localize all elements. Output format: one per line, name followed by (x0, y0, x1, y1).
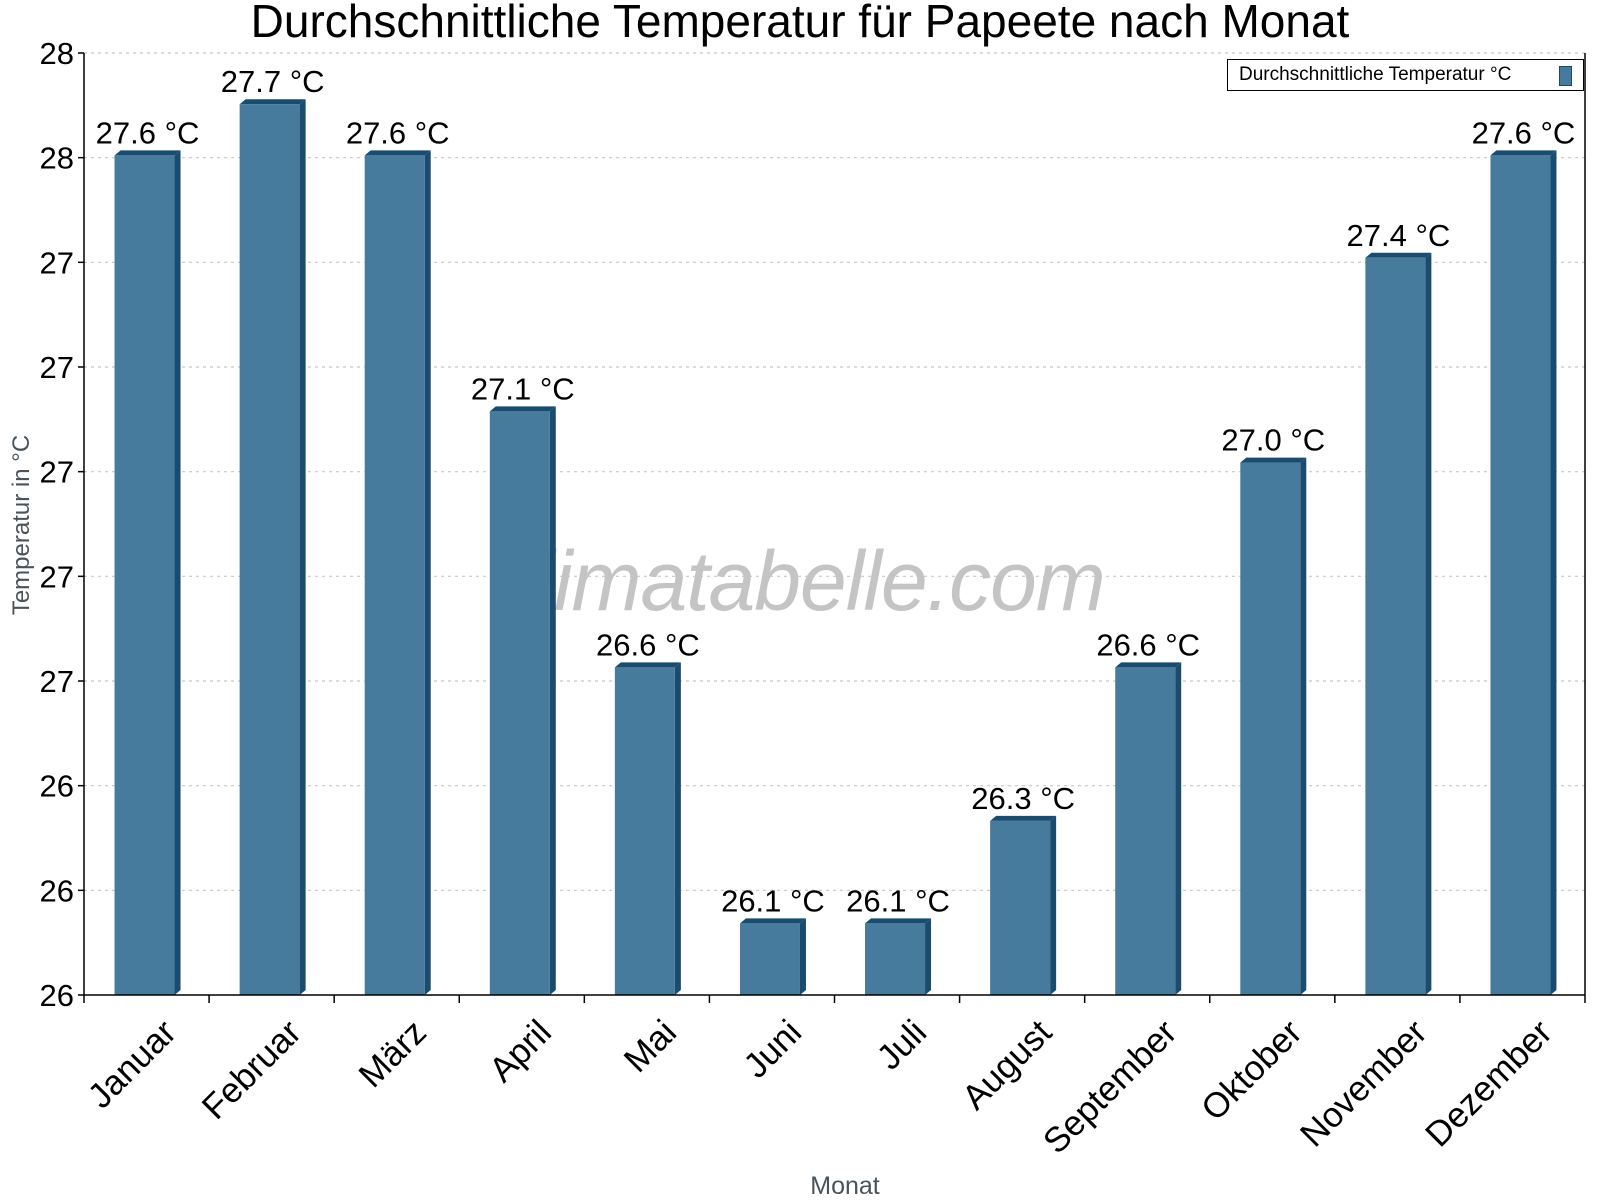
bar-value-label: 26.1 °C (846, 883, 950, 918)
x-tick-label: April (482, 1013, 559, 1090)
bar: 27.0 °C (1221, 423, 1325, 996)
bar-face (239, 104, 300, 995)
bar-top (739, 918, 806, 924)
bar-top (865, 918, 932, 924)
bar-side (1300, 457, 1307, 996)
x-tick-label: März (351, 1013, 434, 1096)
bar-side (1550, 150, 1557, 996)
bar-side (674, 662, 681, 995)
bar-face (1365, 257, 1426, 996)
bar-value-label: 27.0 °C (1221, 423, 1325, 458)
bar-value-label: 26.1 °C (721, 883, 825, 918)
bar-face (1115, 667, 1176, 995)
bar-value-label: 26.3 °C (971, 781, 1075, 816)
legend-swatch (1559, 66, 1572, 86)
bar: 27.6 °C (96, 115, 200, 996)
bar-value-label: 27.6 °C (96, 115, 200, 150)
bar-side (1175, 662, 1182, 995)
y-axis-ticks: 28 28 27 27 27 27 27 26 26 26 (40, 36, 84, 1013)
y-tick-label: 27 (40, 559, 74, 594)
bar-top (1240, 457, 1307, 463)
bar-value-label: 27.6 °C (1472, 115, 1576, 150)
bar-top (990, 815, 1057, 821)
gridlines (84, 52, 1585, 891)
bar-side (1425, 252, 1432, 996)
axes (83, 53, 1586, 996)
y-tick-label: 28 (40, 141, 74, 176)
bar: 27.6 °C (346, 115, 450, 996)
bar-top (114, 150, 181, 156)
bar-side (1050, 815, 1057, 995)
bar-face (114, 155, 175, 996)
bar: 26.6 °C (1096, 627, 1200, 995)
bar-side (424, 150, 431, 996)
x-axis-label: Monat (810, 1172, 880, 1200)
x-axis-ticks: Januar Februar März April Mai Juni Juli AugustS… (80, 995, 1586, 1161)
bar-side (174, 150, 181, 996)
bar-face (739, 923, 800, 995)
bar-top (364, 150, 431, 156)
bars: 27.6 °C 27.7 °C 27.6 °C 27.1 °C 26.6 °C 26.1 … (96, 64, 1576, 996)
bar-top (1365, 252, 1432, 258)
bar-side (549, 406, 556, 995)
x-tick-label: Juli (870, 1013, 935, 1078)
bar: 27.1 °C (471, 371, 575, 995)
bar-face (865, 923, 926, 995)
bar-face (489, 411, 550, 995)
bar-side (799, 918, 806, 995)
bar-face (990, 820, 1051, 995)
x-tick-label: August (955, 1012, 1060, 1117)
x-tick-label: Oktober (1194, 1012, 1310, 1128)
y-tick-label: 27 (40, 664, 74, 699)
bar-side (299, 99, 306, 995)
y-axis-label: Temperatur in °C (8, 434, 35, 616)
bar-face (1240, 462, 1301, 996)
y-tick-label: 28 (40, 36, 74, 71)
y-tick-label: 26 (40, 873, 74, 908)
bar-value-label: 26.6 °C (1096, 627, 1200, 662)
legend-label: Durchschnittliche Temperatur °C (1239, 64, 1512, 85)
bar-top (1490, 150, 1557, 156)
x-tick-label: Januar (80, 1012, 183, 1115)
y-tick-label: 27 (40, 245, 74, 280)
x-tick-label: Februar (195, 1012, 309, 1126)
y-tick-label: 27 (40, 350, 74, 385)
bar-value-label: 27.4 °C (1347, 218, 1451, 253)
bar: 26.1 °C (846, 883, 950, 995)
bar: 27.7 °C (221, 64, 325, 995)
bar-top (239, 99, 306, 105)
bar-value-label: 27.1 °C (471, 371, 575, 406)
legend: Durchschnittliche Temperatur °C (1227, 59, 1584, 91)
bar-face (1490, 155, 1551, 996)
y-tick-label: 26 (40, 978, 74, 1013)
y-tick-label: 26 (40, 769, 74, 804)
bar-side (925, 918, 932, 995)
bar-face (364, 155, 425, 996)
bar-top (489, 406, 556, 412)
x-tick-label: Juni (736, 1013, 809, 1086)
bar: 27.6 °C (1472, 115, 1576, 996)
bar: 26.1 °C (721, 883, 825, 995)
bar-value-label: 27.6 °C (346, 115, 450, 150)
bar: 26.6 °C (596, 627, 700, 995)
bar: 26.3 °C (971, 781, 1075, 995)
x-tick-label: Mai (617, 1013, 684, 1080)
watermark: klimatabelle.com (495, 534, 1105, 628)
y-tick-label: 27 (40, 455, 74, 490)
x-tick-label: September (1036, 1012, 1185, 1161)
x-tick-label: November (1293, 1012, 1435, 1154)
bar-top (1115, 662, 1182, 668)
chart-title: Durchschnittliche Temperatur für Papeete… (250, 0, 1350, 47)
bar: 27.4 °C (1347, 218, 1451, 996)
bar-value-label: 27.7 °C (221, 64, 325, 99)
bar-value-label: 26.6 °C (596, 627, 700, 662)
bar-face (614, 667, 675, 995)
x-tick-label: Dezember (1418, 1012, 1560, 1154)
bar-top (614, 662, 681, 668)
